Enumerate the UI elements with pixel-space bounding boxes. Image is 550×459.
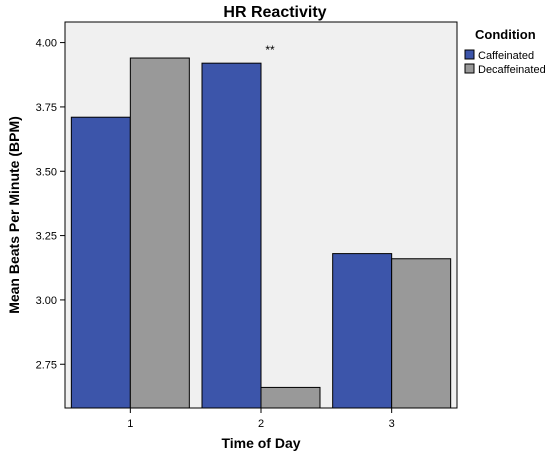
legend-swatch-caffeinated <box>464 49 475 60</box>
legend-label-caffeinated: Caffeinated <box>478 50 534 62</box>
legend-items: Caffeinated Decaffeinated <box>464 49 546 76</box>
legend: Condition Caffeinated Decaffeinated <box>464 27 546 76</box>
x-tick-label: 2 <box>258 418 264 430</box>
y-tick-label: 3.00 <box>36 295 57 307</box>
y-tick-label: 3.25 <box>36 231 57 243</box>
x-tick-label: 1 <box>127 418 133 430</box>
chart-title: HR Reactivity <box>223 4 326 21</box>
bar-decaffeinated-2 <box>260 386 321 409</box>
bar-decaffeinated-1 <box>129 57 190 409</box>
x-axis-label: Time of Day <box>221 435 300 451</box>
significance-annotation: ** <box>265 43 275 57</box>
bar-caffeinated-2 <box>201 62 262 409</box>
bars <box>70 57 452 409</box>
bar-caffeinated-3 <box>332 253 393 409</box>
y-axis-label: Mean Beats Per Minute (BPM) <box>6 116 22 314</box>
y-tick-label: 4.00 <box>36 38 57 50</box>
legend-title: Condition <box>475 27 536 42</box>
bar-caffeinated-1 <box>70 116 131 409</box>
x-tick-label: 3 <box>389 418 395 430</box>
y-tick-label: 3.75 <box>36 102 57 114</box>
legend-swatch-decaffeinated <box>464 63 475 74</box>
y-tick-label: 2.75 <box>36 359 57 371</box>
y-tick-label: 3.50 <box>36 166 57 178</box>
annotations: ** <box>265 43 275 57</box>
x-axis-ticks: 1 2 3 <box>127 408 395 430</box>
y-axis-ticks: 2.75 3.00 3.25 3.50 3.75 4.00 <box>36 38 65 371</box>
legend-label-decaffeinated: Decaffeinated <box>478 64 546 76</box>
bar-decaffeinated-3 <box>391 258 452 409</box>
